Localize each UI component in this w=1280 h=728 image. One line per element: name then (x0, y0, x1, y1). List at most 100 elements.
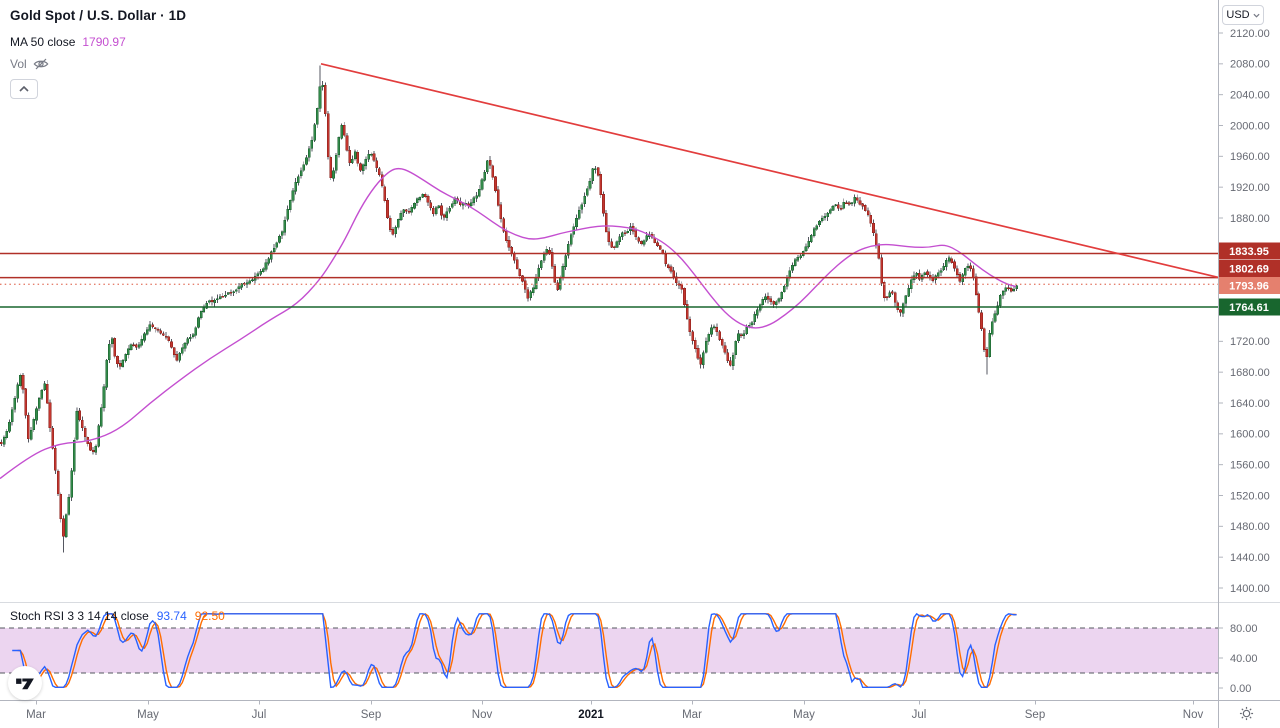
price-label-badge (1219, 242, 1280, 260)
candle-body (580, 204, 584, 210)
candle-body (548, 249, 551, 254)
price-tick-label: 1640.00 (1230, 398, 1270, 410)
candle-body (124, 354, 127, 361)
tradingview-logo[interactable] (8, 666, 42, 700)
candle-body (135, 344, 138, 348)
candle-body (432, 207, 435, 215)
symbol-title[interactable]: Gold Spot / U.S. Dollar · 1D (10, 8, 187, 23)
candle-body (866, 210, 870, 216)
candle-body (43, 383, 46, 390)
time-axis-month-label: Sep (1025, 709, 1045, 721)
price-tick-label: 1440.00 (1230, 552, 1270, 564)
candle-body (78, 410, 81, 420)
stoch-rsi-indicator-row[interactable]: Stoch RSI 3 3 14 14 close 93.74 92.50 (10, 609, 225, 623)
candle-body (858, 200, 862, 205)
tv-logo-mark (16, 678, 34, 690)
candle-body (656, 242, 659, 247)
candle-body (126, 348, 130, 356)
candle-body (842, 202, 846, 209)
candle-body (577, 209, 581, 219)
candle-body (399, 212, 403, 220)
stoch-lines-layer (12, 612, 1017, 689)
candle-body (391, 228, 395, 235)
candle-body (901, 303, 905, 314)
candle-body (396, 218, 400, 228)
chevron-up-icon (19, 86, 29, 92)
candle-body (945, 259, 948, 267)
candle-body (1012, 289, 1016, 292)
candle-body (278, 235, 281, 243)
time-axis-month-label: Mar (26, 709, 46, 721)
candle-body (637, 237, 640, 242)
candle-body (440, 205, 443, 216)
candle-body (764, 296, 767, 301)
candle-body (691, 331, 694, 342)
price-label-value: 1833.95 (1229, 246, 1269, 258)
time-axis-settings-icon[interactable] (1238, 705, 1254, 721)
stoch-rsi-d-value: 92.50 (194, 609, 225, 623)
candle-body (923, 272, 927, 276)
price-tick-label: 1960.00 (1230, 151, 1270, 163)
price-label-badge (1219, 260, 1280, 277)
candle-body (0, 441, 3, 445)
candle-body (756, 309, 759, 316)
price-tick-label: 1600.00 (1230, 429, 1270, 441)
collapse-pane-button[interactable] (10, 79, 38, 99)
candle-body (8, 422, 11, 432)
candle-body (907, 287, 910, 297)
candle-body (710, 327, 713, 335)
eye-off-icon[interactable] (33, 57, 49, 71)
time-axis[interactable]: Mar May Jul Sep Nov 2021 Mar May Jul Sep Nov (26, 700, 1203, 722)
candle-body (288, 200, 292, 211)
candle-body (137, 344, 141, 348)
candle-body (426, 195, 430, 203)
candle-body (477, 188, 481, 197)
price-tick-label: 1680.00 (1230, 367, 1270, 379)
candle-body (418, 197, 422, 200)
candle-body (24, 388, 27, 416)
ma50-line[interactable] (0, 167, 1017, 480)
candle-body (21, 375, 25, 390)
candle-body (413, 203, 416, 209)
currency-dropdown-button[interactable]: USD (1222, 5, 1264, 25)
candle-body (118, 363, 122, 367)
ma-indicator-row[interactable]: MA 50 close 1790.97 (10, 35, 126, 49)
candle-body (1001, 291, 1005, 296)
price-axis[interactable]: 2120.00 2080.00 2040.00 2000.00 1960.00 1920.… (1218, 28, 1270, 695)
candle-body (542, 254, 546, 261)
candle-body (27, 414, 30, 439)
candle-body (988, 333, 991, 358)
candle-body (256, 273, 260, 277)
candle-body (980, 312, 983, 330)
candle-body (145, 329, 149, 335)
candle-body (513, 253, 516, 261)
candle-body (963, 268, 967, 276)
candle-body (178, 353, 181, 361)
candle-body (191, 334, 195, 338)
candle-body (604, 212, 608, 232)
candle-body (791, 265, 794, 271)
candle-body (680, 284, 684, 290)
candle-body (186, 338, 189, 344)
candle-body (774, 301, 778, 305)
descending-trendline[interactable] (320, 63, 1219, 279)
candle-body (702, 352, 705, 366)
currency-label: USD (1226, 9, 1250, 21)
candle-body (340, 125, 343, 139)
candle-body (232, 291, 235, 294)
candle-body (861, 203, 864, 207)
candle-body (847, 202, 851, 205)
candle-body (666, 264, 670, 268)
candle-body (845, 202, 848, 204)
candle-body (156, 329, 160, 331)
candle-body (67, 497, 71, 515)
candle-body (675, 276, 678, 284)
candle-body (1009, 288, 1013, 292)
candle-body (372, 153, 376, 161)
volume-indicator-row[interactable]: Vol (10, 57, 49, 71)
candle-body (526, 289, 530, 299)
candle-body (243, 282, 246, 285)
candle-body (180, 347, 184, 354)
candle-body (51, 428, 54, 449)
